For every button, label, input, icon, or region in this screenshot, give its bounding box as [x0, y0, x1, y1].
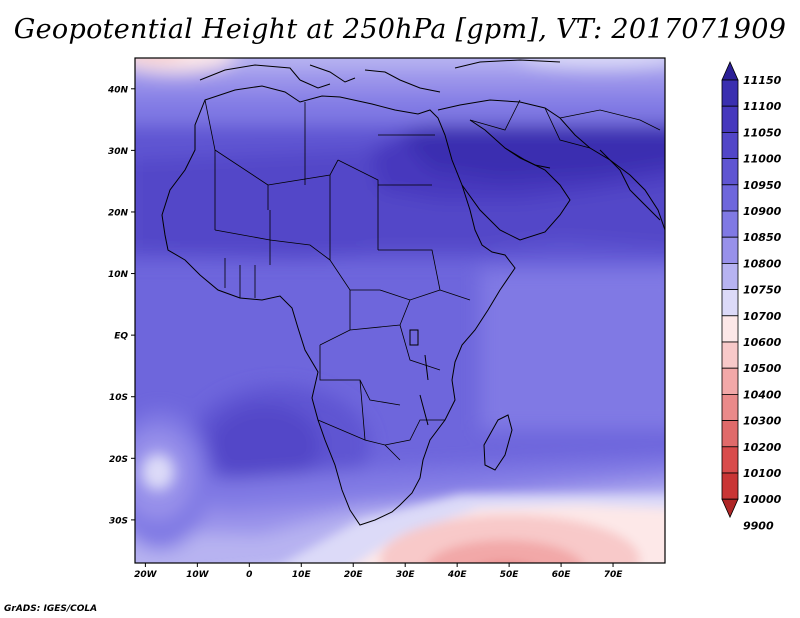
colorbar-level-label: 10950 [743, 179, 782, 192]
low-10700-southwest [146, 458, 170, 486]
lat-label: 20N [108, 208, 129, 218]
lon-label: 50E [500, 570, 520, 580]
colorbar-swatch [721, 210, 739, 238]
inland-borders-asia [469, 99, 661, 149]
lon-label: 20E [344, 570, 364, 580]
map-title: Geopotential Height at 250hPa [gpm], VT:… [13, 14, 787, 45]
colorbar-swatch [721, 236, 739, 264]
colorbar-level-label: 11100 [743, 100, 782, 113]
colorbar-swatch [721, 184, 739, 212]
colorbar-level-label: 9900 [743, 519, 774, 532]
band-10500-nw [137, 58, 173, 60]
colorbar-level-label: 10800 [743, 257, 782, 270]
lon-label: 10E [292, 570, 312, 580]
persian-gulf [504, 147, 551, 169]
band-10700-ne [521, 58, 665, 69]
colorbar-swatch [721, 262, 739, 290]
lon-label: 20W [134, 570, 158, 580]
colorbar-swatch [721, 341, 739, 369]
colorbar-level-label: 10500 [743, 362, 782, 375]
colorbar-swatch [721, 289, 739, 317]
lakes [409, 329, 429, 426]
lon-label: 60E [552, 570, 572, 580]
lat-label: 30S [109, 516, 128, 526]
colorbar-level-label: 11000 [743, 153, 782, 166]
colorbar-level-label: 10850 [743, 231, 782, 244]
colorbar-swatch [721, 472, 739, 500]
lon-axis: 20W 10W 0 10E 20E 30E 40E 50E 60E 70E [134, 563, 623, 580]
colorbar: 11150 11100 11050 11000 10950 10900 10850 10800… [721, 61, 782, 532]
height-field [135, 58, 665, 563]
band-10300-south [491, 562, 519, 563]
lon-label: 30E [396, 570, 416, 580]
coastlines [161, 59, 665, 526]
lon-label: 0 [246, 570, 252, 580]
band-10850-east [480, 270, 665, 430]
colorbar-swatch [721, 393, 739, 421]
colorbar-top-arrow [721, 61, 739, 81]
madagascar [483, 414, 513, 471]
lat-label: 20S [109, 455, 128, 465]
colorbar-level-label: 10100 [743, 467, 782, 480]
africa-coastline [161, 85, 516, 526]
colorbar-level-label: 10300 [743, 415, 782, 428]
lon-label: 10W [186, 570, 210, 580]
band-10400-south [427, 540, 583, 563]
india-coastline [599, 149, 661, 221]
map-frame [134, 57, 666, 564]
lat-label: 10N [108, 270, 129, 280]
colorbar-swatch [721, 158, 739, 186]
lat-label: 40N [107, 85, 129, 95]
colorbar-swatch [721, 315, 739, 343]
band-10600-nw [135, 58, 235, 73]
colorbar-level-label: 10700 [743, 310, 782, 323]
colorbar-swatch [721, 79, 739, 107]
colorbar-bottom-arrow [721, 498, 739, 519]
lat-axis: 40N 30N 20N 10N EQ 10S 20S 30S [107, 85, 135, 526]
lat-label: EQ [114, 332, 128, 342]
lon-label: 40E [447, 570, 468, 580]
colorbar-swatch [721, 367, 739, 395]
colorbar-swatch [721, 446, 739, 474]
grads-credit: GrADS: IGES/COLA [4, 604, 98, 614]
colorbar-swatch [721, 131, 739, 159]
colorbar-swatch [721, 420, 739, 448]
lat-label: 30N [108, 147, 129, 157]
colorbar-level-label: 10000 [743, 493, 782, 506]
colorbar-level-label: 11050 [743, 126, 782, 139]
lat-label: 10S [109, 393, 128, 403]
europe-coastline [199, 59, 561, 93]
colorbar-level-label: 10200 [743, 441, 782, 454]
colorbar-level-label: 10600 [743, 336, 782, 349]
lon-label: 70E [604, 570, 624, 580]
colorbar-swatch [721, 105, 739, 133]
country-borders [204, 99, 471, 461]
colorbar-level-label: 10900 [743, 205, 782, 218]
colorbar-level-label: 10750 [743, 284, 782, 297]
colorbar-level-label: 10400 [743, 388, 782, 401]
colorbar-level-label: 11150 [743, 74, 782, 87]
band-11000-southern-high [210, 405, 320, 485]
